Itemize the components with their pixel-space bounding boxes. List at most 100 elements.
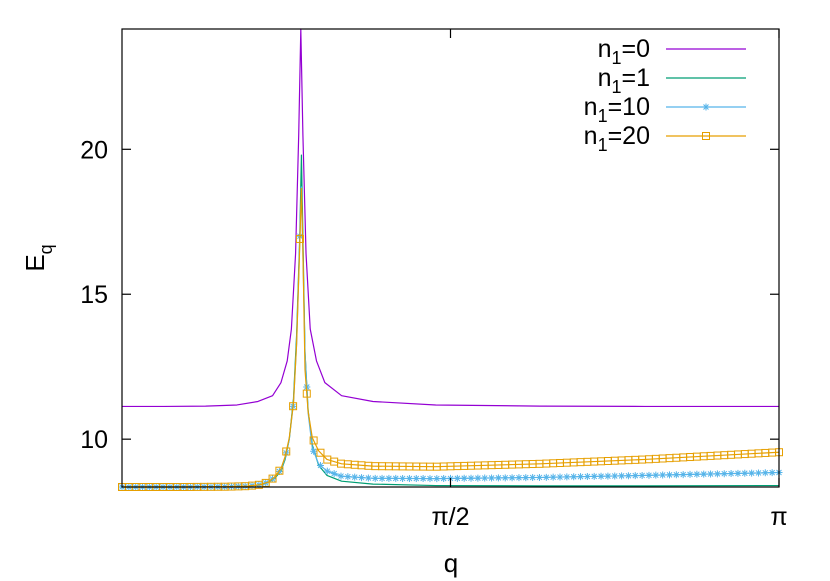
legend-label-main: n (598, 35, 612, 63)
legend-label: n1=1 (598, 64, 650, 97)
series-n1-10-marker (618, 472, 626, 480)
legend-entry-n1-10-marker (702, 103, 710, 111)
series-n1-10-marker (494, 474, 502, 482)
legend-entry-n1-0: n1=0 (598, 35, 746, 68)
series-n1-10-marker (556, 473, 564, 481)
series-n1-10-marker (672, 471, 680, 479)
series-n1-10-marker (419, 475, 427, 483)
legend-label-main: n (598, 64, 612, 92)
y-tick-10: 10 (80, 426, 779, 454)
series-n1-10-marker (707, 470, 715, 478)
series-n1-20-marker (295, 234, 304, 243)
series-n1-20-marker (309, 436, 318, 445)
x-tick-label: π/2 (431, 503, 469, 531)
series-n1-20-marker (302, 389, 311, 398)
series-n1-20-marker (282, 447, 291, 456)
legend-label: n1=10 (584, 93, 650, 126)
series-n1-10-marker (399, 474, 407, 482)
series-n1-10-marker (761, 469, 769, 477)
legend-label-main: n (584, 93, 598, 121)
series-n1-10-marker (754, 469, 762, 477)
series-n1-10-marker (590, 472, 598, 480)
y-tick-15: 15 (80, 281, 779, 309)
legend-label-subscript: 1 (598, 135, 608, 155)
series-n1-20-line (122, 187, 780, 488)
series-n1-10-marker (453, 474, 461, 482)
series-n1-10-marker (337, 472, 345, 480)
legend-entry-n1-20: n1=20 (584, 122, 746, 155)
series-n1-10-marker (645, 471, 653, 479)
x-tick-0: π/2 (431, 29, 470, 531)
series-n1-10-marker (460, 474, 468, 482)
series-n1-10-marker (611, 472, 619, 480)
y-axis-title: Eq (20, 244, 56, 271)
series-n1-10-marker (700, 470, 708, 478)
series-n1-10-marker (358, 474, 366, 482)
series-n1-10-marker (515, 474, 523, 482)
series-n1-10-marker (440, 475, 448, 483)
y-tick-20: 20 (80, 136, 779, 164)
series-n1-10-marker (330, 470, 338, 478)
y-axis-title-subscript: q (36, 244, 56, 254)
series-n1-10-marker (679, 471, 687, 479)
series-n1-10-marker (597, 472, 605, 480)
series-n1-10-marker (405, 474, 413, 482)
series-n1-10-marker (310, 447, 318, 455)
series-n1-20-marker (316, 448, 325, 457)
legend-label-suffix: =20 (608, 122, 650, 150)
series-n1-10-marker (433, 475, 441, 483)
legend-label: n1=0 (598, 35, 650, 68)
series-n1-10-marker (563, 473, 571, 481)
y-tick-label: 15 (80, 281, 108, 309)
series-n1-10-marker (371, 474, 379, 482)
series-n1-10-marker (741, 469, 749, 477)
series-n1-10-marker (351, 473, 359, 481)
legend-label: n1=20 (584, 122, 650, 155)
x-axis-title: q (444, 548, 458, 578)
series-n1-10-marker (638, 471, 646, 479)
series-n1-10-marker (686, 470, 694, 478)
series-n1-10-marker (508, 474, 516, 482)
series-n1-10-marker (426, 475, 434, 483)
series-n1-10-marker (713, 470, 721, 478)
series-n1-10-marker (522, 474, 530, 482)
series-n1-10-marker (488, 474, 496, 482)
series-n1-10-marker (624, 472, 632, 480)
series-n1-10-marker (535, 473, 543, 481)
series-n1-10-marker (768, 469, 776, 477)
y-tick-label: 20 (80, 136, 108, 164)
series-n1-10-marker (604, 472, 612, 480)
y-axis: 10 15 20 (80, 136, 779, 454)
x-tick-1: π (770, 29, 788, 531)
y-tick-label: 10 (80, 426, 108, 454)
series-n1-10-marker (392, 474, 400, 482)
legend-entry-n1-1: n1=1 (598, 64, 746, 97)
series-n1-10-marker (385, 474, 393, 482)
series-n1-10-marker (666, 471, 673, 479)
series-n1-10-marker (652, 471, 660, 479)
series-n1-10-marker (734, 469, 742, 477)
series-n1-10-marker (501, 474, 509, 482)
legend-label-suffix: =10 (608, 93, 650, 121)
series-n1-10-marker (570, 473, 578, 481)
series-n1-10-marker (631, 472, 639, 480)
series-n1-10-marker (583, 473, 591, 481)
series-n1-20-marker (289, 402, 298, 411)
x-axis: π/2 π (431, 29, 788, 531)
legend-label-main: n (584, 122, 598, 150)
series-n1-10-marker (748, 469, 756, 477)
series-n1-10-marker (344, 473, 352, 481)
series-n1-10-marker (412, 475, 420, 483)
series-n1-10-marker (467, 474, 475, 482)
series-n1-20-marker (275, 466, 284, 475)
series-n1-10-marker (577, 473, 585, 481)
series-n1-10-marker (474, 474, 482, 482)
legend-label-subscript: 1 (611, 48, 621, 68)
svg-text:Eq: Eq (20, 244, 56, 271)
series-n1-10-marker (323, 467, 331, 475)
legend-entry-n1-10: n1=10 (584, 93, 746, 126)
series-n1-10-marker (542, 473, 550, 481)
